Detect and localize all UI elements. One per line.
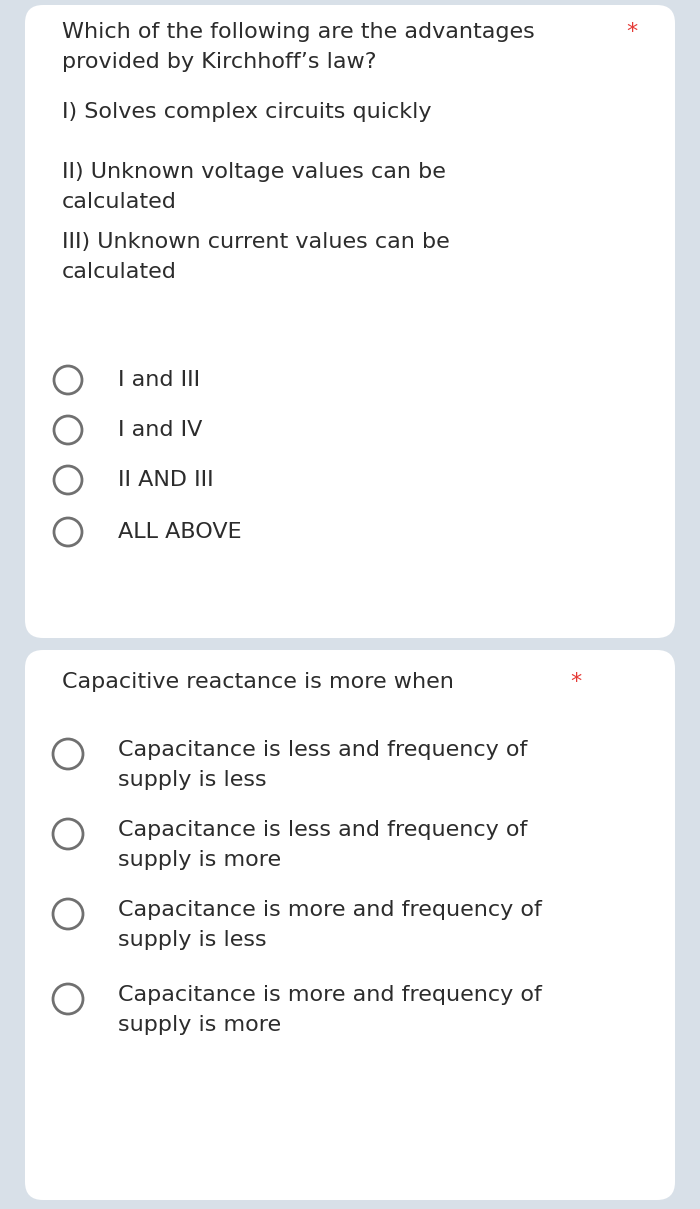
FancyBboxPatch shape — [25, 5, 675, 638]
Circle shape — [54, 416, 82, 444]
Text: *: * — [626, 22, 637, 42]
Circle shape — [54, 366, 82, 394]
Text: I) Solves complex circuits quickly: I) Solves complex circuits quickly — [62, 102, 431, 122]
Text: Capacitance is more and frequency of
supply is less: Capacitance is more and frequency of sup… — [118, 899, 542, 949]
Text: provided by Kirchhoff’s law?: provided by Kirchhoff’s law? — [62, 52, 377, 73]
Text: II AND III: II AND III — [118, 470, 214, 490]
Text: Capacitance is more and frequency of
supply is more: Capacitance is more and frequency of sup… — [118, 985, 542, 1035]
Text: Which of the following are the advantages: Which of the following are the advantage… — [62, 22, 535, 42]
Text: Capacitive reactance is more when: Capacitive reactance is more when — [62, 672, 454, 692]
Text: I and IV: I and IV — [118, 420, 202, 440]
FancyBboxPatch shape — [25, 650, 675, 1201]
Text: III) Unknown current values can be
calculated: III) Unknown current values can be calcu… — [62, 232, 449, 282]
Circle shape — [54, 465, 82, 494]
Circle shape — [53, 818, 83, 849]
Circle shape — [53, 739, 83, 769]
Circle shape — [54, 517, 82, 546]
Text: *: * — [570, 672, 581, 692]
Text: II) Unknown voltage values can be
calculated: II) Unknown voltage values can be calcul… — [62, 162, 446, 212]
Circle shape — [53, 984, 83, 1014]
Circle shape — [53, 899, 83, 929]
Text: ALL ABOVE: ALL ABOVE — [118, 522, 242, 542]
Text: Capacitance is less and frequency of
supply is less: Capacitance is less and frequency of sup… — [118, 740, 527, 789]
Text: I and III: I and III — [118, 370, 200, 391]
Text: Capacitance is less and frequency of
supply is more: Capacitance is less and frequency of sup… — [118, 820, 527, 869]
